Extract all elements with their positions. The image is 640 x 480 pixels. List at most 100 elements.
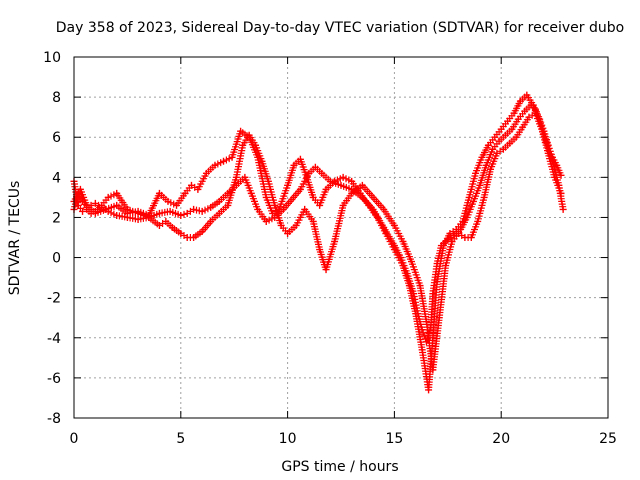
- trace-markers: [323, 240, 338, 271]
- trace-markers: [100, 196, 110, 207]
- trace-markers: [497, 133, 507, 143]
- trace-markers: [455, 220, 465, 231]
- trace-markers: [400, 240, 414, 263]
- trace-markers: [317, 188, 329, 207]
- trace-markers: [483, 148, 496, 167]
- y-tick-label: 6: [52, 130, 61, 146]
- trace-markers: [284, 164, 297, 187]
- trace-markers: [217, 191, 230, 203]
- trace-markers: [429, 280, 441, 339]
- x-tick-label: 10: [279, 431, 297, 447]
- trace-markers: [519, 93, 529, 103]
- trace-markers: [434, 244, 447, 283]
- trace-markers: [358, 192, 371, 207]
- trace-markers: [263, 196, 276, 215]
- trace-markers: [107, 191, 118, 200]
- trace-markers: [488, 152, 500, 171]
- trace-markers: [195, 172, 209, 191]
- trace-markers: [180, 210, 188, 218]
- trace-markers: [314, 165, 324, 175]
- trace-markers: [229, 130, 244, 159]
- trace-markers: [240, 134, 251, 147]
- trace-markers: [205, 163, 217, 175]
- trace-markers: [169, 208, 182, 218]
- trace-markers: [115, 212, 129, 221]
- y-tick-labels: -8 -6 -4 -2 0 2 4 6 8 10: [43, 50, 61, 427]
- trace-markers: [554, 164, 564, 177]
- trace-markers: [392, 224, 405, 243]
- x-tick-label: 20: [492, 431, 510, 447]
- trace-markers: [85, 203, 97, 215]
- y-tick-label: -6: [47, 371, 61, 387]
- y-tick-label: 2: [52, 210, 61, 226]
- trace-markers: [147, 215, 161, 228]
- trace-markers: [292, 157, 302, 167]
- trace-markers: [115, 203, 129, 216]
- trace-markers: [311, 196, 321, 207]
- trace-markers: [477, 164, 489, 187]
- trace-markers: [259, 160, 272, 183]
- trace-markers: [137, 208, 150, 218]
- trace-markers: [209, 199, 221, 210]
- trace-markers: [222, 155, 233, 164]
- trace-markers: [310, 220, 323, 251]
- trace-markers: [493, 128, 503, 138]
- trace-markers: [200, 220, 213, 233]
- trace-markers: [406, 284, 419, 315]
- trace-markers: [436, 264, 449, 319]
- trace-markers: [239, 129, 251, 140]
- trace-markers: [217, 203, 230, 215]
- trace-markers: [530, 104, 543, 122]
- ticks: [73, 56, 609, 419]
- trace-markers: [107, 209, 118, 218]
- trace-markers: [464, 200, 476, 219]
- trace-markers: [164, 220, 174, 229]
- trace-markers: [290, 187, 303, 201]
- trace-markers: [502, 141, 512, 151]
- data-layer: [70, 91, 567, 394]
- trace-markers: [242, 176, 254, 195]
- trace-markers: [523, 103, 533, 113]
- x-tick-label: 25: [599, 431, 617, 447]
- trace-markers: [419, 329, 429, 343]
- trace-markers: [78, 188, 90, 207]
- trace-markers: [304, 176, 316, 199]
- trace-markers: [504, 127, 514, 137]
- trace-markers: [105, 202, 118, 212]
- trace-markers: [510, 118, 521, 131]
- trace-markers: [427, 292, 437, 329]
- trace-markers: [276, 184, 291, 211]
- trace-markers: [508, 135, 518, 145]
- chart-title: Day 358 of 2023, Sidereal Day-to-day VTE…: [56, 20, 624, 36]
- trace-markers: [341, 192, 354, 207]
- x-tick-label: 5: [176, 431, 185, 447]
- trace-markers: [524, 94, 536, 107]
- trace-markers: [400, 264, 413, 287]
- trace-markers: [265, 215, 276, 224]
- trace-markers: [302, 208, 315, 223]
- trace-markers: [167, 199, 178, 208]
- trace-markers: [248, 192, 261, 211]
- y-tick-label: -2: [47, 291, 61, 307]
- trace-markers: [158, 208, 171, 217]
- data-point: [559, 205, 567, 213]
- y-axis-label: SDTVAR / TECUs: [7, 181, 23, 296]
- trace-markers: [158, 191, 170, 203]
- trace-markers: [425, 336, 437, 391]
- x-axis-label: GPS time / hours: [281, 459, 398, 475]
- trace-markers: [392, 248, 405, 267]
- trace-markers: [307, 165, 317, 175]
- trace-markers: [192, 229, 204, 240]
- trace-markers: [450, 232, 460, 243]
- trace-markers: [114, 192, 130, 211]
- trace-markers: [381, 208, 397, 227]
- trace-markers: [460, 196, 472, 223]
- trace-markers: [520, 116, 531, 129]
- trace-markers: [254, 156, 270, 199]
- trace-markers: [536, 120, 549, 143]
- trace-markers: [126, 214, 139, 223]
- trace-markers: [412, 312, 426, 351]
- trace-markers: [255, 208, 268, 223]
- trace-markers: [297, 158, 310, 179]
